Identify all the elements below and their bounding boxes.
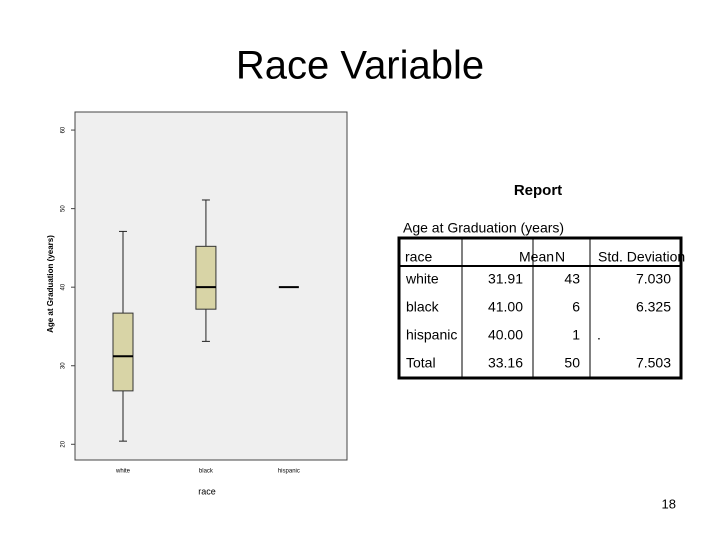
table-cell: 1 <box>572 327 580 343</box>
table-subtitle: Age at Graduation (years) <box>403 220 564 236</box>
x-tick-label: hispanic <box>278 469 300 475</box>
x-tick-label: black <box>199 469 214 475</box>
table-cell: Total <box>406 355 436 371</box>
table-cell: hispanic <box>406 327 457 343</box>
page-number: 18 <box>662 496 676 511</box>
y-tick-label: 50 <box>61 205 67 212</box>
box <box>195 245 217 310</box>
table-cell: 7.030 <box>636 271 671 287</box>
table-cell: 33.16 <box>488 355 523 371</box>
report-table: race Mean N Std. Deviation white 31.91 43 7.030… <box>397 236 685 380</box>
y-tick-label: 20 <box>61 440 67 447</box>
y-axis-label: Age at Graduation (years) <box>46 235 55 333</box>
x-axis-label: race <box>198 486 216 496</box>
table-cell: black <box>406 299 440 315</box>
table-cell: . <box>597 327 601 343</box>
box <box>112 312 134 392</box>
table-cell: 7.503 <box>636 355 671 371</box>
table-title: Report <box>514 182 562 199</box>
table-cell: white <box>405 271 439 287</box>
table-border <box>397 236 683 380</box>
table-cell: 31.91 <box>488 271 523 287</box>
y-tick-label: 60 <box>61 126 67 133</box>
x-tick-label: white <box>115 469 131 475</box>
y-tick-label: 40 <box>61 283 67 290</box>
table-cell: 50 <box>564 355 580 371</box>
table-cell: 43 <box>564 271 580 287</box>
table-cell: 6 <box>572 299 580 315</box>
column-header: N <box>555 249 565 265</box>
y-tick-label: 30 <box>61 362 67 369</box>
table-cell: 6.325 <box>636 299 671 315</box>
slide-title: Race Variable <box>236 44 484 88</box>
table-cell: 41.00 <box>488 299 523 315</box>
column-header: Mean <box>519 249 554 265</box>
column-header: Std. Deviation <box>598 249 685 265</box>
table-cell: 40.00 <box>488 327 523 343</box>
column-header: race <box>405 249 432 265</box>
